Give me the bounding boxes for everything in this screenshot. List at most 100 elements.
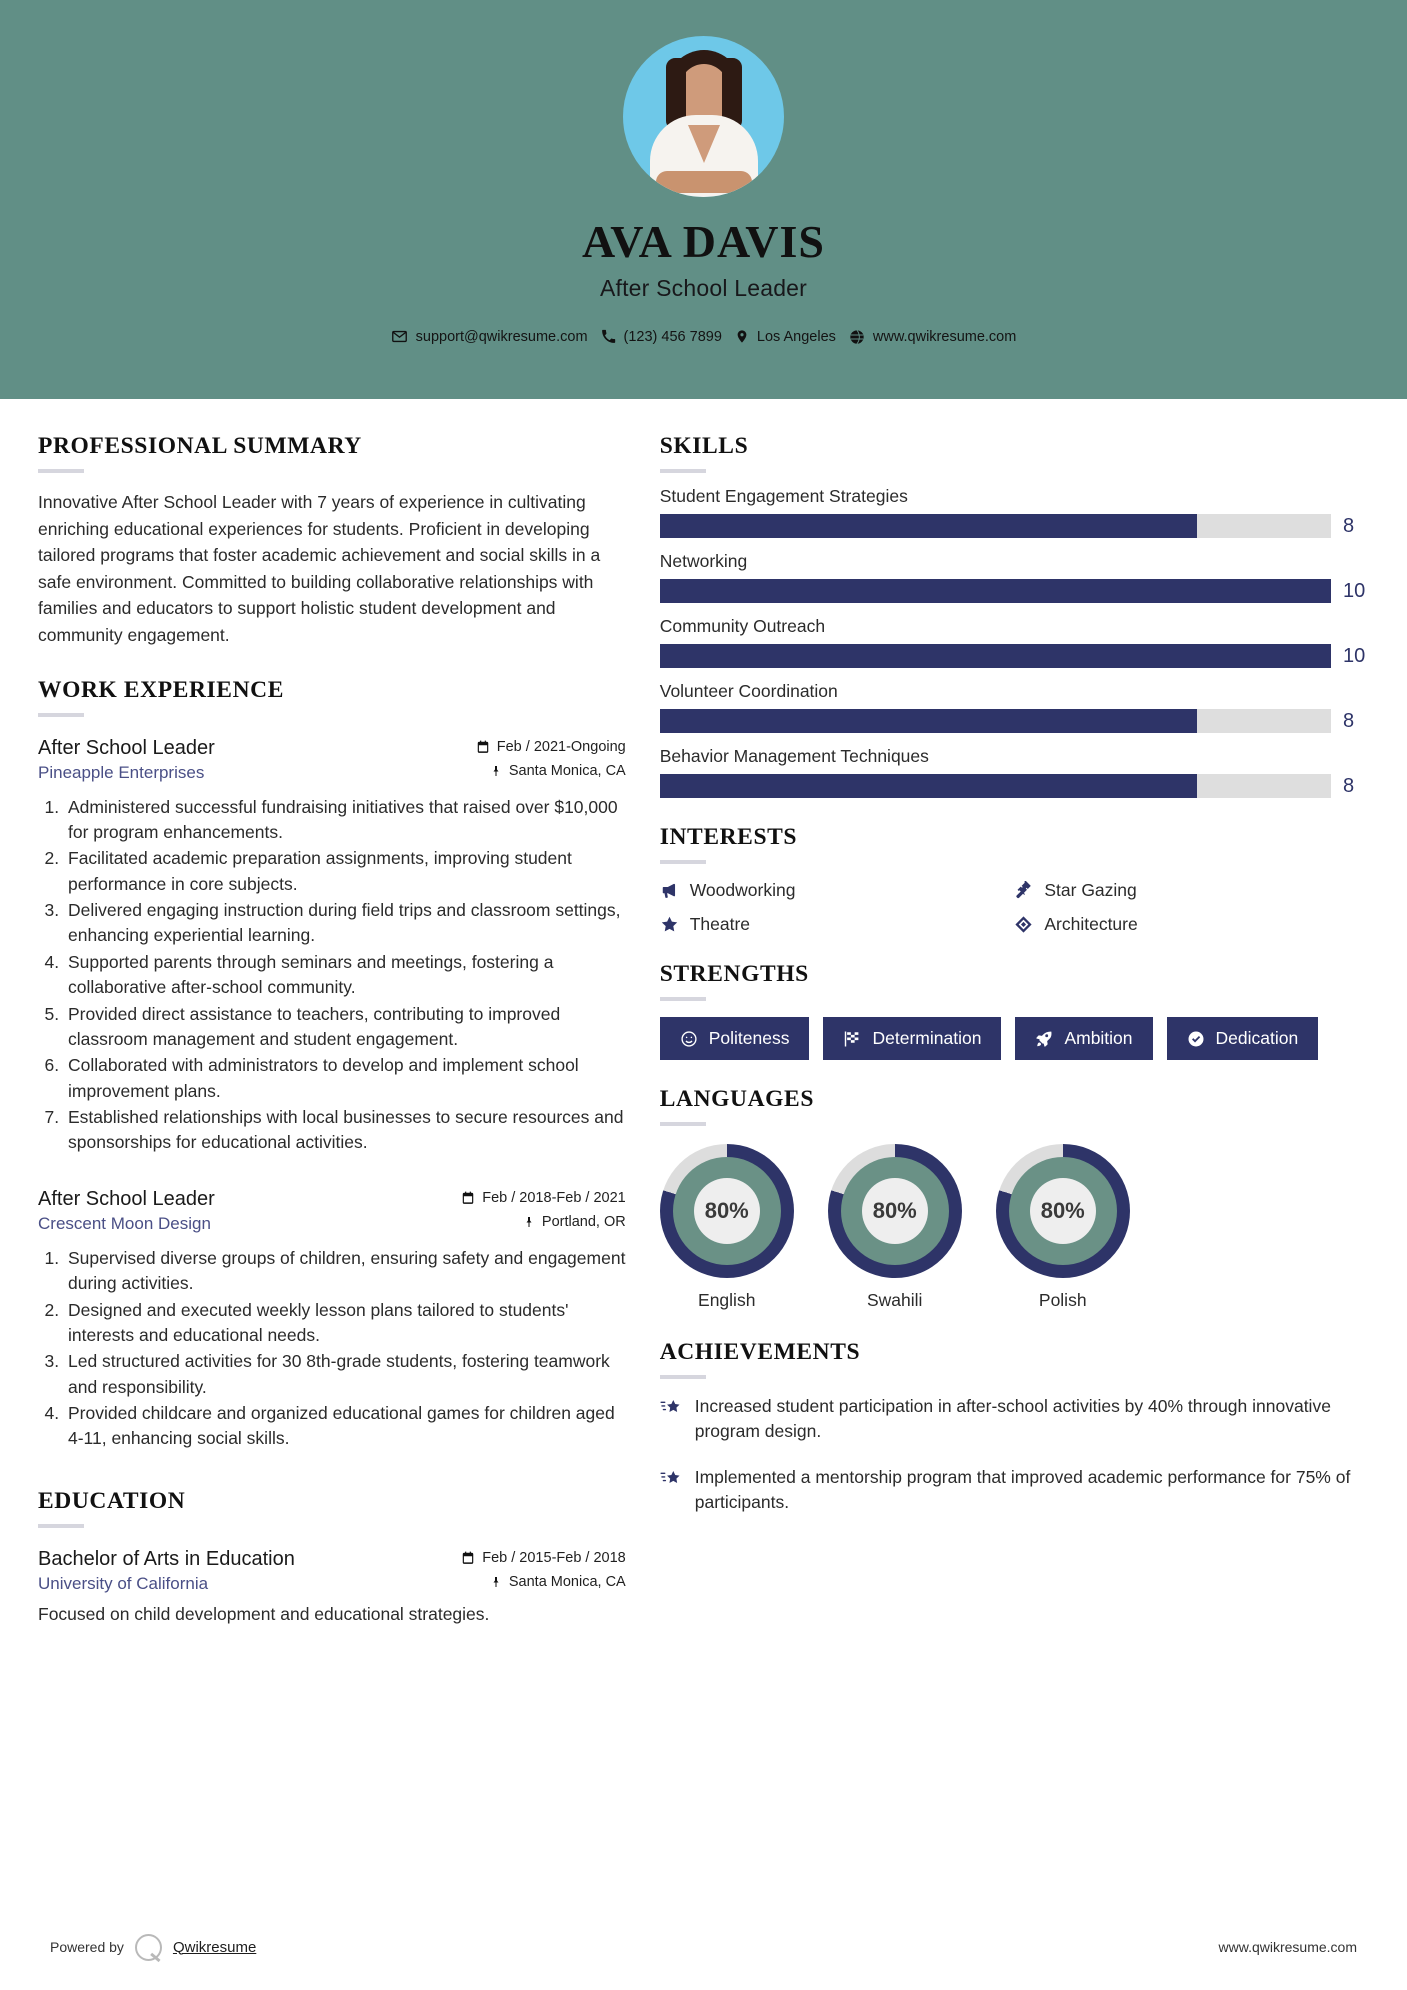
calendar-icon [476, 740, 490, 754]
bullet-item: Led structured activities for 30 8th-gra… [64, 1349, 626, 1400]
language-percent: 80% [872, 1198, 917, 1223]
section-education: EDUCATION Bachelor of Arts in Education … [38, 1488, 626, 1625]
achievement-text: Implemented a mentorship program that im… [694, 1466, 1351, 1513]
footer-brand: Powered by Qwikresume [50, 1933, 257, 1961]
skill-fill [659, 579, 1331, 603]
bullet-item: Supported parents through seminars and m… [64, 950, 626, 1001]
work-entry-location-text: Santa Monica, CA [508, 762, 626, 779]
bullet-item: Delivered engaging instruction during fi… [64, 898, 626, 949]
bullet-item: Administered successful fundraising init… [64, 795, 626, 846]
education-entry-location: Santa Monica, CA [490, 1574, 626, 1590]
section-interests: INTERESTS Woodworking Star Gazing [659, 824, 1369, 935]
skill-item: Community Outreach 10 [659, 616, 1369, 668]
education-entry: Bachelor of Arts in Education Feb / 2015… [38, 1548, 626, 1625]
smiley-icon [680, 1030, 698, 1048]
language-percent: 80% [1040, 1198, 1085, 1223]
language-donut: 80% [659, 1144, 794, 1278]
section-rule [38, 712, 84, 717]
skill-name: Student Engagement Strategies [659, 486, 908, 506]
skill-track [659, 644, 1331, 668]
section-title-strengths: STRENGTHS [659, 961, 809, 987]
strength-chip: Dedication [1166, 1017, 1319, 1060]
section-title-work-experience: WORK EXPERIENCE [38, 676, 284, 703]
interest-label: Architecture [1044, 914, 1138, 934]
contact-website[interactable]: www.qwikresume.com [849, 329, 1016, 345]
section-rule [38, 469, 84, 473]
skill-item: Student Engagement Strategies 8 [659, 486, 1369, 538]
bullet-item: Collaborated with administrators to deve… [64, 1053, 626, 1104]
language-item: 80% Polish [995, 1144, 1130, 1311]
section-achievements: ACHIEVEMENTS Increased student participa… [659, 1339, 1369, 1516]
skill-track [659, 709, 1331, 733]
contact-email[interactable]: support@qwikresume.com [391, 328, 588, 345]
section-languages: LANGUAGES 80% English [659, 1086, 1369, 1311]
section-title-education: EDUCATION [38, 1487, 186, 1514]
skill-fill [659, 774, 1197, 798]
bullet-item: Supervised diverse groups of children, e… [64, 1246, 626, 1297]
language-donut: 80% [827, 1144, 962, 1278]
skill-track [659, 774, 1331, 798]
skill-name: Volunteer Coordination [659, 681, 838, 701]
bullet-item: Provided direct assistance to teachers, … [64, 1002, 626, 1053]
contact-bar: support@qwikresume.com (123) 456 7899 Lo… [391, 328, 1016, 345]
work-entry-location-text: Portland, OR [541, 1213, 626, 1230]
skill-name: Community Outreach [659, 616, 826, 636]
section-title-languages: LANGUAGES [659, 1086, 814, 1112]
achievement-item: Implemented a mentorship program that im… [660, 1465, 1369, 1516]
section-rule [659, 997, 706, 1001]
contact-email-text: support@qwikresume.com [415, 328, 588, 345]
strength-chip: Politeness [659, 1017, 810, 1060]
skill-item: Volunteer Coordination 8 [659, 681, 1369, 733]
contact-location[interactable]: Los Angeles [735, 328, 836, 345]
work-entry-dates-text: Feb / 2018-Feb / 2021 [482, 1189, 626, 1206]
footer-website[interactable]: www.qwikresume.com [1218, 1939, 1357, 1955]
strength-label: Politeness [708, 1028, 790, 1048]
shooting-star-icon [660, 1394, 682, 1445]
work-entry-dates-text: Feb / 2021-Ongoing [496, 738, 626, 755]
bullet-item: Facilitated academic preparation assignm… [64, 846, 626, 897]
right-column: SKILLS Student Engagement Strategies 8 N… [659, 433, 1369, 1631]
resume-body: PROFESSIONAL SUMMARY Innovative After Sc… [0, 399, 1407, 1631]
work-entry-company[interactable]: Pineapple Enterprises [38, 762, 205, 782]
bullet-item: Designed and executed weekly lesson plan… [64, 1298, 626, 1349]
avatar [623, 36, 784, 197]
strength-chip: Ambition [1015, 1017, 1153, 1060]
qwikresume-logo-icon [134, 1933, 162, 1961]
work-entry-bullets: Administered successful fundraising init… [64, 795, 626, 1156]
skill-name: Networking [659, 551, 748, 571]
education-entry-school[interactable]: University of California [38, 1573, 209, 1593]
work-entry: After School Leader Feb / 2021-Ongoing P… [38, 737, 626, 1156]
section-title-interests: INTERESTS [659, 824, 798, 850]
strength-label: Determination [872, 1028, 982, 1048]
skill-item: Networking 10 [659, 551, 1369, 603]
phone-icon [601, 329, 616, 344]
brand-name-link[interactable]: Qwikresume [172, 1938, 257, 1956]
rocket-icon [1035, 1030, 1053, 1048]
interest-item: Architecture [1014, 914, 1369, 935]
language-donut: 80% [995, 1144, 1130, 1278]
languages-list: 80% English 80% Swahili [659, 1144, 1369, 1311]
skill-fill [659, 709, 1197, 733]
section-strengths: STRENGTHS Politeness [659, 961, 1369, 1060]
skill-track [659, 579, 1331, 603]
work-entry-company[interactable]: Crescent Moon Design [38, 1213, 211, 1233]
education-entry-detail: Focused on child development and educati… [38, 1603, 490, 1624]
interest-item: Star Gazing [1014, 880, 1369, 901]
work-entry-dates: Feb / 2018-Feb / 2021 [461, 1190, 626, 1206]
globe-icon [849, 329, 865, 345]
skill-value: 10 [1343, 579, 1366, 602]
language-label: English [698, 1290, 756, 1310]
skill-track [659, 514, 1331, 538]
skill-fill [659, 514, 1197, 538]
contact-phone[interactable]: (123) 456 7899 [601, 329, 722, 345]
language-percent: 80% [704, 1198, 749, 1223]
strength-label: Ambition [1064, 1028, 1133, 1048]
education-entry-location-text: Santa Monica, CA [508, 1573, 626, 1590]
section-rule [659, 1375, 706, 1379]
interests-grid: Woodworking Star Gazing Theatre [660, 880, 1369, 935]
skill-value: 8 [1343, 709, 1355, 732]
pushpin-icon [490, 764, 502, 778]
skill-value: 10 [1343, 644, 1366, 667]
section-work-experience: WORK EXPERIENCE After School Leader Feb … [38, 677, 626, 1452]
